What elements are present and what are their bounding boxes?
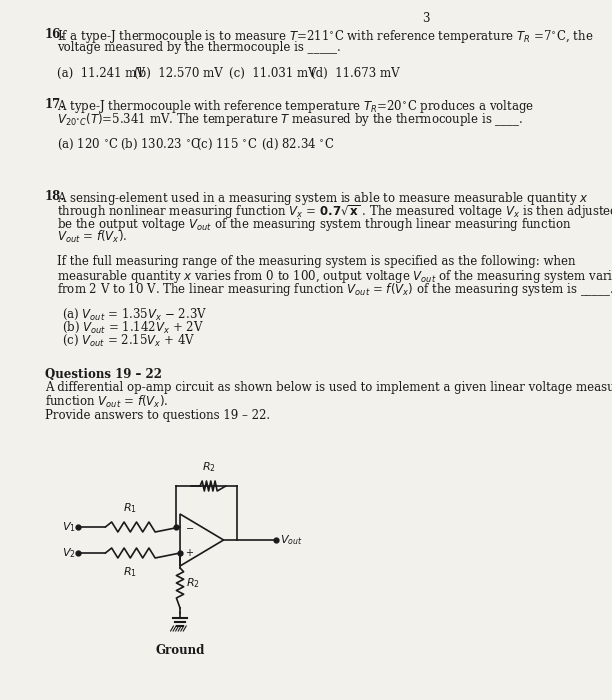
Text: $V_{out}$ = $f(V_x)$.: $V_{out}$ = $f(V_x)$. (57, 229, 127, 245)
Text: (b) 130.23 $^{\circ}$C: (b) 130.23 $^{\circ}$C (120, 137, 201, 152)
Text: $R_1$: $R_1$ (123, 501, 137, 515)
Text: $+$: $+$ (185, 547, 194, 559)
Text: If a type-J thermocouple is to measure $T$=211$^{\circ}$C with reference tempera: If a type-J thermocouple is to measure $… (57, 28, 593, 45)
Text: 3: 3 (422, 12, 430, 25)
Text: (d)  11.673 mV: (d) 11.673 mV (311, 67, 399, 80)
Text: from 2 V to 10 V. The linear measuring function $V_{out}$ = $f(V_x)$ of the meas: from 2 V to 10 V. The linear measuring f… (57, 281, 612, 298)
Text: 17.: 17. (45, 98, 65, 111)
Text: (c)  11.031 mV: (c) 11.031 mV (229, 67, 316, 80)
Text: A differential op-amp circuit as shown below is used to implement a given linear: A differential op-amp circuit as shown b… (45, 381, 612, 394)
Text: $R_1$: $R_1$ (123, 565, 137, 579)
Text: $R_2$: $R_2$ (202, 460, 215, 474)
Text: (a) 120 $^{\circ}$C: (a) 120 $^{\circ}$C (57, 137, 119, 152)
Text: through nonlinear measuring function $V_x$ = $\mathbf{0.7\sqrt{x}}$ . The measur: through nonlinear measuring function $V_… (57, 203, 612, 220)
Text: (d) 82.34 $^{\circ}$C: (d) 82.34 $^{\circ}$C (261, 137, 335, 152)
Text: function $V_{out}$ = $f(V_x)$.: function $V_{out}$ = $f(V_x)$. (45, 394, 168, 410)
Text: Ground: Ground (155, 644, 204, 657)
Text: (a)  11.241 mV: (a) 11.241 mV (57, 67, 144, 80)
Text: A sensing-element used in a measuring system is able to measure measurable quant: A sensing-element used in a measuring sy… (57, 190, 589, 207)
Text: $-$: $-$ (185, 522, 194, 532)
Text: (c) 115 $^{\circ}$C: (c) 115 $^{\circ}$C (196, 137, 258, 152)
Text: $V_1$: $V_1$ (62, 520, 75, 534)
Text: 18.: 18. (45, 190, 65, 203)
Text: be the output voltage $V_{out}$ of the measuring system through linear measuring: be the output voltage $V_{out}$ of the m… (57, 216, 572, 233)
Text: (a) $V_{out}$ = 1.35$V_x$ $-$ 2.3V: (a) $V_{out}$ = 1.35$V_x$ $-$ 2.3V (62, 307, 207, 322)
Text: $R_2$: $R_2$ (186, 576, 200, 590)
Text: A type-J thermocouple with reference temperature $T_R$=20$^{\circ}$C produces a : A type-J thermocouple with reference tem… (57, 98, 534, 115)
Text: voltage measured by the thermocouple is _____.: voltage measured by the thermocouple is … (57, 41, 340, 54)
Text: measurable quantity $x$ varies from 0 to 100, output voltage $V_{out}$ of the me: measurable quantity $x$ varies from 0 to… (57, 268, 612, 285)
Text: Questions 19 – 22: Questions 19 – 22 (45, 368, 162, 381)
Text: (c) $V_{out}$ = 2.15$V_x$ + 4V: (c) $V_{out}$ = 2.15$V_x$ + 4V (62, 333, 196, 348)
Text: $V_{out}$: $V_{out}$ (280, 533, 303, 547)
Text: 16.: 16. (45, 28, 65, 41)
Text: Provide answers to questions 19 – 22.: Provide answers to questions 19 – 22. (45, 409, 270, 422)
Text: (b)  12.570 mV: (b) 12.570 mV (134, 67, 223, 80)
Text: $V_2$: $V_2$ (62, 546, 75, 560)
Text: $V_{20^{\circ}C}(T)$=5.341 mV. The temperature $T$ measured by the thermocouple : $V_{20^{\circ}C}(T)$=5.341 mV. The tempe… (57, 111, 523, 128)
Text: If the full measuring range of the measuring system is specified as the followin: If the full measuring range of the measu… (57, 255, 575, 268)
Text: (b) $V_{out}$ = 1.142$V_x$ + 2V: (b) $V_{out}$ = 1.142$V_x$ + 2V (62, 320, 204, 335)
